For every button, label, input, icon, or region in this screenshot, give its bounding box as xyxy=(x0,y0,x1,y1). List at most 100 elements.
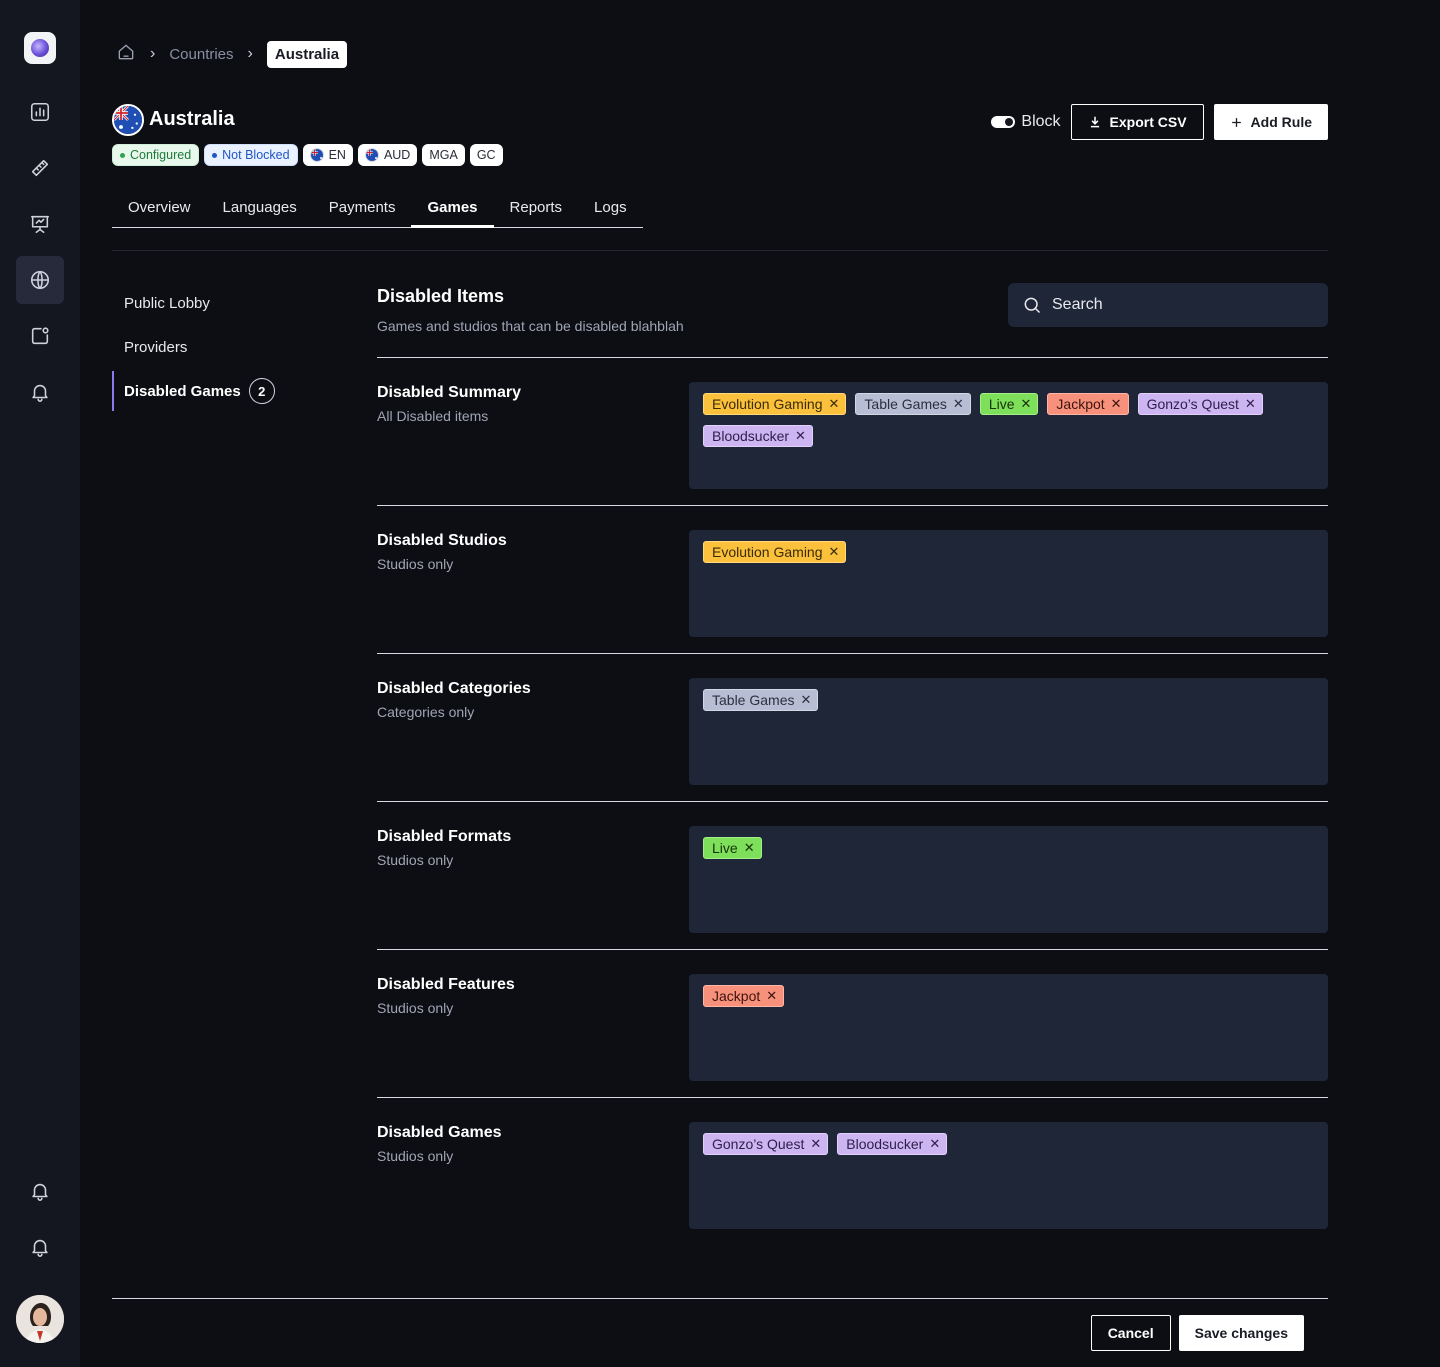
chevron-right-icon: › xyxy=(150,45,156,62)
breadcrumb: › Countries › Australia xyxy=(116,40,348,68)
tag-chip: Evolution Gaming ✕ xyxy=(703,541,847,563)
tag-label: Jackpot xyxy=(1056,396,1105,412)
tab-bar: Overview Languages Payments Games Report… xyxy=(112,188,643,228)
avatar[interactable] xyxy=(16,1295,64,1343)
remove-tag-icon[interactable]: ✕ xyxy=(795,428,806,443)
divider xyxy=(112,1298,1328,1299)
remove-tag-icon[interactable]: ✕ xyxy=(743,840,755,855)
tab-reports[interactable]: Reports xyxy=(509,199,563,216)
tab-languages[interactable]: Languages xyxy=(222,199,297,216)
australia-flag-icon xyxy=(364,148,379,162)
tag-input[interactable]: Table Games ✕ xyxy=(689,678,1328,785)
remove-tag-icon[interactable]: ✕ xyxy=(810,1136,822,1151)
search-field[interactable] xyxy=(1008,283,1328,327)
app-logo[interactable] xyxy=(24,32,56,64)
subnav-item-public-lobby[interactable]: Public Lobby xyxy=(124,294,210,312)
disabled-row: Disabled Formats Studios only Live ✕ xyxy=(377,801,1328,949)
disabled-row: Disabled Features Studios only Jackpot ✕ xyxy=(377,949,1328,1097)
tag-chip: Gonzo’s Quest ✕ xyxy=(1137,393,1263,415)
remove-tag-icon[interactable]: ✕ xyxy=(1110,396,1122,411)
row-label: Disabled Features Studios only xyxy=(377,976,515,1016)
bell-icon[interactable] xyxy=(16,1223,64,1271)
row-label: Disabled Formats Studios only xyxy=(377,828,511,868)
add-rule-button[interactable]: Add Rule xyxy=(1213,104,1328,140)
chevron-right-icon: › xyxy=(247,45,253,62)
row-subtitle: Studios only xyxy=(377,1148,454,1164)
row-label: Disabled Categories Categories only xyxy=(377,680,531,720)
tab-logs[interactable]: Logs xyxy=(594,199,627,216)
row-title: Disabled Categories xyxy=(377,680,531,697)
sidebar xyxy=(0,0,80,1367)
toggle-switch[interactable] xyxy=(991,116,1016,128)
tab-games[interactable]: Games xyxy=(411,188,494,228)
row-title: Disabled Games xyxy=(377,1124,502,1141)
bell-icon[interactable] xyxy=(16,368,64,416)
tag-chip: Live ✕ xyxy=(979,393,1039,415)
page-title: Australia xyxy=(149,108,235,130)
section-subtitle: Games and studios that can be disabled b… xyxy=(377,318,684,334)
export-csv-button[interactable]: Export CSV xyxy=(1070,104,1204,140)
tag-input[interactable]: Live ✕ xyxy=(689,826,1328,933)
tag-chip: Jackpot ✕ xyxy=(1047,393,1129,415)
tag-label: Live xyxy=(712,840,738,856)
subnav-item-disabled-games[interactable]: Disabled Games 2 xyxy=(112,371,275,411)
row-title: Disabled Formats xyxy=(377,828,512,845)
row-subtitle: Studios only xyxy=(377,852,454,868)
breadcrumb-countries[interactable]: Countries xyxy=(169,45,234,63)
subnav-item-providers[interactable]: Providers xyxy=(124,338,188,356)
sub-navigation: Public Lobby Providers Disabled Games 2 xyxy=(112,281,275,411)
tag-chip: Bloodsucker ✕ xyxy=(703,425,813,447)
tag-label: Gonzo’s Quest xyxy=(1146,396,1239,412)
notification-square-icon[interactable] xyxy=(16,312,64,360)
remove-tag-icon[interactable]: ✕ xyxy=(1244,396,1256,411)
tag-label: Jackpot xyxy=(712,988,761,1004)
header-actions: Block Export CSV Add Rule xyxy=(991,104,1328,140)
tag-input[interactable]: Jackpot ✕ xyxy=(689,974,1328,1081)
remove-tag-icon[interactable]: ✕ xyxy=(766,988,778,1003)
tag-label: Gonzo’s Quest xyxy=(712,1136,805,1152)
search-icon xyxy=(1024,297,1041,314)
remove-tag-icon[interactable]: ✕ xyxy=(828,396,840,411)
row-title: Disabled Summary xyxy=(377,384,522,401)
block-toggle[interactable]: Block xyxy=(991,113,1061,131)
remove-tag-icon[interactable]: ✕ xyxy=(828,544,840,559)
disabled-row: Disabled Studios Studios only Evolution Ga… xyxy=(377,505,1328,653)
home-icon[interactable] xyxy=(116,42,136,66)
section-title: Disabled Items xyxy=(377,286,505,306)
download-icon xyxy=(1090,116,1099,128)
cancel-button[interactable]: Cancel xyxy=(1090,1315,1171,1351)
save-changes-button[interactable]: Save changes xyxy=(1178,1315,1304,1351)
tag-label: Live xyxy=(988,396,1015,412)
remove-tag-icon[interactable]: ✕ xyxy=(1020,396,1032,411)
language-badge: EN xyxy=(302,144,353,166)
tag-chip: Bloodsucker ✕ xyxy=(837,1133,948,1155)
globe-icon[interactable] xyxy=(16,256,64,304)
search-input[interactable] xyxy=(1052,296,1292,314)
tag-label: Evolution Gaming xyxy=(712,544,823,560)
subnav-item-label: Disabled Games xyxy=(124,382,241,400)
tag-chip: Live ✕ xyxy=(703,837,762,859)
tag-input[interactable]: Evolution Gaming ✕ xyxy=(689,530,1328,637)
remove-tag-icon[interactable]: ✕ xyxy=(952,396,964,411)
row-title: Disabled Studios xyxy=(377,532,507,549)
currency-badge: AUD xyxy=(357,144,418,166)
tag-input[interactable]: Gonzo’s Quest ✕ Bloodsucker ✕ xyxy=(689,1122,1328,1229)
presentation-icon[interactable] xyxy=(16,200,64,248)
tag-label: Table Games xyxy=(712,692,795,708)
bell-icon[interactable] xyxy=(16,1167,64,1215)
ruler-icon[interactable] xyxy=(16,144,64,192)
tab-payments[interactable]: Payments xyxy=(328,199,396,216)
tab-overview[interactable]: Overview xyxy=(128,199,191,216)
remove-tag-icon[interactable]: ✕ xyxy=(800,692,812,707)
remove-tag-icon[interactable]: ✕ xyxy=(929,1136,941,1151)
bar-chart-icon[interactable] xyxy=(16,88,64,136)
row-subtitle: All Disabled items xyxy=(377,408,489,424)
tag-chip: Table Games ✕ xyxy=(703,689,819,711)
tag-chip: Jackpot ✕ xyxy=(703,985,785,1007)
tag-input[interactable]: Evolution Gaming ✕ Table Games ✕ Live ✕ Jackpo… xyxy=(689,382,1328,489)
plus-icon xyxy=(1231,117,1241,127)
license-badge-mga: MGA xyxy=(422,144,465,166)
disabled-row: Disabled Games Studios only Gonzo’s Quest ✕… xyxy=(377,1097,1328,1245)
tag-chip: Gonzo’s Quest ✕ xyxy=(703,1133,829,1155)
australia-flag-icon xyxy=(309,148,324,162)
